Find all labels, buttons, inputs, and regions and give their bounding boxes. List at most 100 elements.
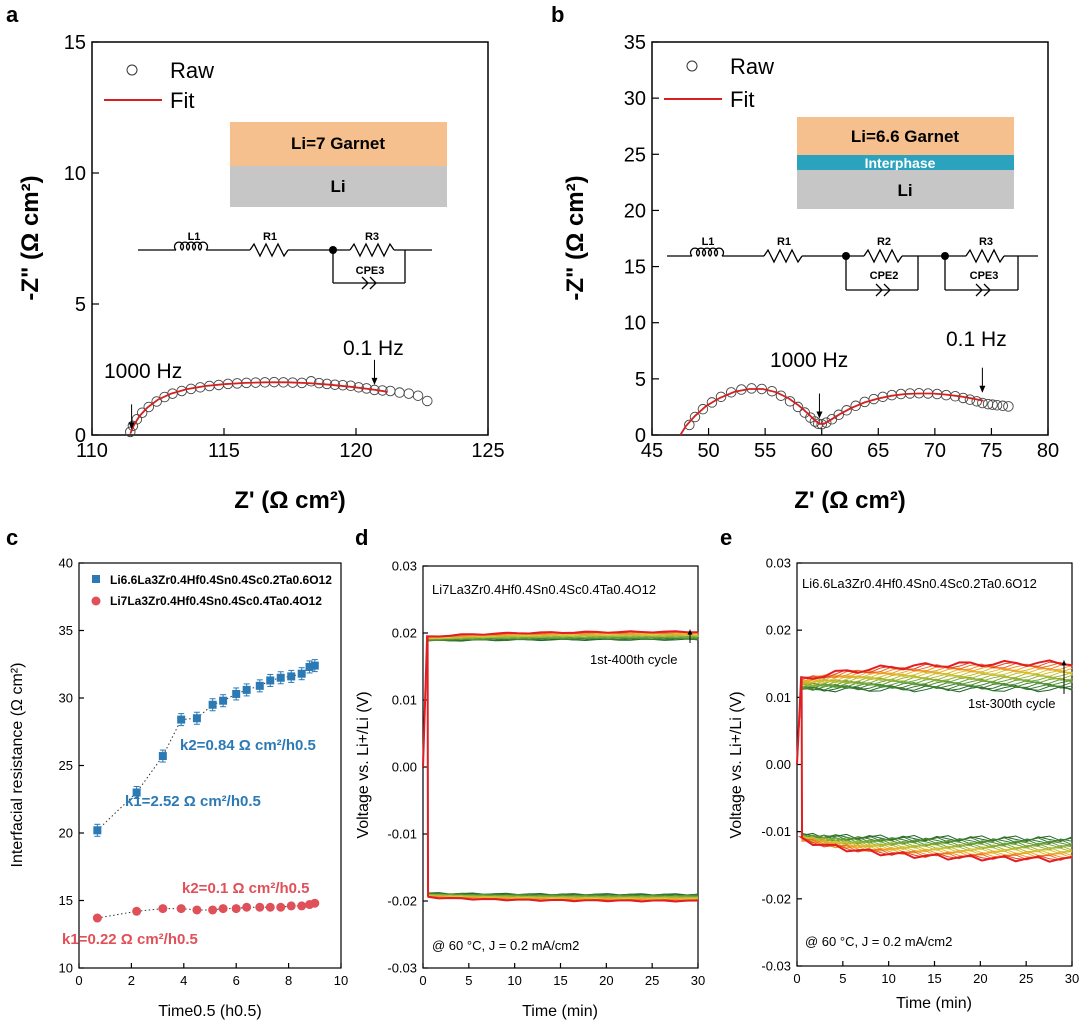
axes-a: 110 115 120 125 0 5 10 15 <box>64 32 505 462</box>
y-tick-label-b: 30 <box>624 88 646 110</box>
voltage-curve-discharge-d <box>427 639 699 897</box>
inset-garnet-label-b: Li=6.6 Garnet <box>851 127 960 146</box>
x-tick-label-e: 30 <box>1065 971 1079 986</box>
data-point-square-c <box>132 788 141 797</box>
raw-data-point-a <box>394 387 405 398</box>
legend-raw-marker-a <box>126 64 138 76</box>
inset-interphase-label-b: Interphase <box>865 155 936 171</box>
circuit-label-r1-b: R1 <box>777 236 791 248</box>
circuit-label-r2-b: R2 <box>877 236 891 248</box>
y-axis-title-e: Voltage vs. Li+/Li (V) <box>728 691 745 838</box>
equivalent-circuit-b <box>667 247 1038 297</box>
voltage-curve-discharge-e <box>801 686 1073 853</box>
slope-label-k2-blue-c: k2=0.84 Ω cm²/h0.5 <box>180 737 316 754</box>
inset-li-label-b: Li <box>897 181 912 200</box>
x-tick-label-e: 25 <box>1019 971 1033 986</box>
voltage-curve-discharge-e <box>801 683 1073 859</box>
y-tick-label-d: -0.03 <box>387 961 417 976</box>
voltage-curve-charge-d <box>422 630 699 768</box>
annotation-arrow-head-b <box>816 411 823 419</box>
raw-data-point-a <box>305 376 317 387</box>
slope-label-k1-red-c: k1=0.22 Ω cm²/h0.5 <box>62 931 198 948</box>
raw-data-point-b <box>715 391 727 403</box>
circuit-label-r3-b: R3 <box>979 236 993 248</box>
y-tick-label-e: -0.02 <box>761 891 791 906</box>
panel-b: 45 50 55 60 65 70 75 80 0 5 10 15 20 25 30 35 Raw Fit L… <box>562 32 1059 514</box>
cycle-label-d: 1st-400th cycle <box>590 652 677 667</box>
annotation-arrows-b <box>816 367 986 419</box>
x-tick-label-b: 45 <box>641 440 663 462</box>
inset-interphase-layer-b <box>797 155 1014 170</box>
y-tick-label-d: 0.00 <box>392 760 417 775</box>
y-tick-label-b: 10 <box>624 313 646 335</box>
circuit-node-a <box>329 246 337 254</box>
voltage-curve-discharge-e <box>801 689 1073 847</box>
raw-data-point-b <box>841 405 852 416</box>
data-point-circle-c <box>310 898 320 908</box>
x-tick-label-b: 60 <box>811 440 833 462</box>
data-point-circle-c <box>176 904 186 914</box>
circuit-label-cpe3-a: CPE3 <box>356 265 385 277</box>
composition-label-e: Li6.6La3Zr0.4Hf0.4Sn0.4Sc0.2Ta0.6O12 <box>802 576 1037 591</box>
raw-data-point-b <box>850 400 861 412</box>
inset-li-label-a: Li <box>330 177 345 196</box>
data-point-circle-c <box>158 904 168 914</box>
raw-data-point-a <box>422 395 433 407</box>
panel-c: 0 2 4 6 8 10 10 15 20 25 30 35 40 Li6.6La3Zr0.4Hf0.4… <box>9 556 348 1020</box>
voltage-curve-discharge-e <box>801 682 1073 857</box>
slope-label-k1-blue-c: k1=2.52 Ω cm²/h0.5 <box>125 793 261 810</box>
y-tick-label-c: 20 <box>59 826 73 841</box>
y-tick-label-e: 0.03 <box>766 556 791 571</box>
y-tick-label-e: 0.02 <box>766 623 791 638</box>
data-point-square-c <box>177 715 186 724</box>
raw-data-point-a <box>143 401 155 413</box>
y-tick-label-b: 25 <box>624 144 646 166</box>
marks-c <box>92 659 320 923</box>
raw-data-point-b <box>775 390 787 401</box>
circuit-label-cpe3-b: CPE3 <box>970 270 999 282</box>
data-point-square-c <box>287 672 296 681</box>
data-point-circle-c <box>242 902 252 912</box>
y-tick-label-a: 10 <box>64 163 86 185</box>
circuit-node-2-b <box>941 252 949 260</box>
voltage-curve-discharge-d <box>427 639 699 898</box>
inset-li-layer-a <box>230 166 447 207</box>
voltage-curve-discharge-d <box>426 636 699 903</box>
legend-raw-marker-b <box>686 60 698 72</box>
plot-frame-d <box>422 565 699 969</box>
voltage-curve-charge-e <box>796 678 1073 765</box>
legend-raw-label-a: Raw <box>170 58 214 83</box>
voltage-curve-discharge-e <box>801 686 1073 851</box>
x-tick-label-c: 4 <box>180 973 187 988</box>
y-tick-label-c: 30 <box>59 691 73 706</box>
voltage-curve-discharge-d <box>427 638 699 899</box>
axes-c: 0 2 4 6 8 10 10 15 20 25 30 35 40 <box>59 556 349 988</box>
legend-marker-blue-c <box>92 575 100 583</box>
raw-data-point-b <box>1003 401 1014 412</box>
plot-frame-b <box>651 41 1049 436</box>
voltage-curve-discharge-d <box>427 640 699 898</box>
y-tick-label-b: 20 <box>624 200 646 222</box>
y-tick-label-d: 0.01 <box>392 693 417 708</box>
data-point-circle-c <box>286 901 296 911</box>
y-tick-label-b: 35 <box>624 32 646 54</box>
y-tick-label-a: 5 <box>75 294 86 316</box>
raw-data-point-b <box>684 419 695 431</box>
x-axis-title-d: Time (min) <box>522 1003 598 1020</box>
inset-li-layer-b <box>797 170 1014 209</box>
x-tick-label-a: 120 <box>339 440 372 462</box>
raw-data-point-b <box>697 403 709 415</box>
data-point-square-c <box>93 826 102 835</box>
y-tick-label-e: -0.03 <box>761 959 791 974</box>
circuit-label-cpe2-b: CPE2 <box>870 270 899 282</box>
y-tick-label-d: -0.02 <box>387 894 417 909</box>
inset-garnet-layer-a <box>230 122 447 166</box>
y-tick-label-c: 15 <box>59 893 73 908</box>
annotation-arrow-head-a <box>128 422 135 430</box>
raw-data-point-b <box>706 397 718 408</box>
raw-data-point-b <box>997 400 1008 412</box>
voltage-curve-discharge-d <box>427 636 699 902</box>
trend-line-c <box>97 908 182 919</box>
data-point-square-c <box>305 662 314 671</box>
